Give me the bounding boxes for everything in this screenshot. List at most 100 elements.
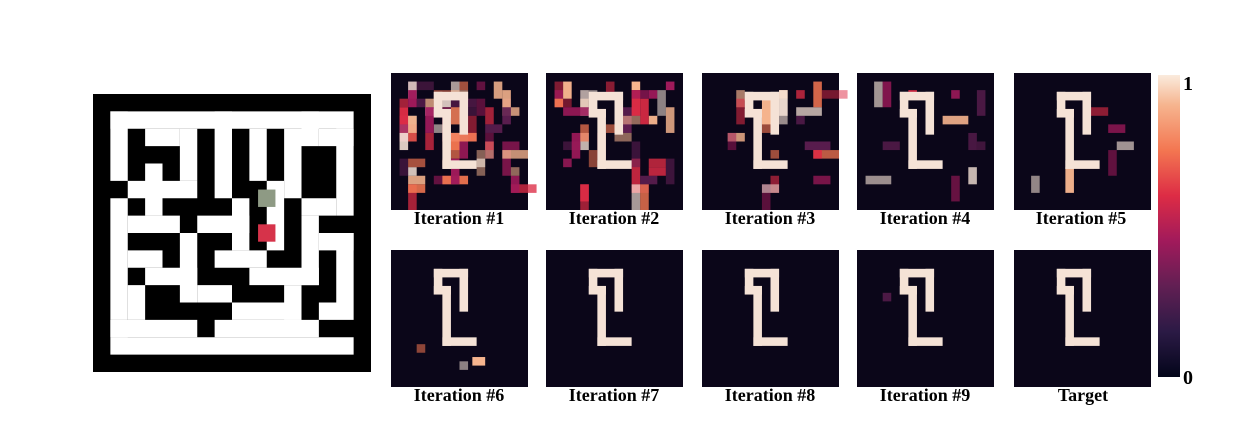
heatmap-activation	[865, 175, 892, 185]
heatmap-activation	[665, 107, 675, 133]
heatmap-activation	[1065, 167, 1074, 193]
maze-start-cell	[258, 189, 276, 207]
panel-label-iteration-8: Iteration #8	[725, 385, 815, 405]
heatmap-activation	[648, 90, 658, 99]
heatmap-activation	[631, 158, 641, 185]
heatmap-path-segment	[588, 268, 624, 278]
heatmap-activation	[408, 81, 434, 91]
heatmap-activation	[640, 184, 649, 210]
heatmap-activation	[631, 90, 649, 99]
heatmap-activation	[416, 98, 426, 108]
heatmap-activation	[485, 141, 494, 151]
heatmap-activation	[502, 90, 511, 108]
maze-open-corridor	[127, 250, 163, 268]
heatmap-activation	[640, 175, 658, 185]
heatmap-path-segment	[753, 337, 788, 346]
panel-label-iteration-6: Iteration #6	[414, 385, 504, 405]
heatmap-path-segment	[1082, 268, 1092, 312]
panel-label-iteration-4: Iteration #4	[880, 208, 970, 228]
heatmap-activation	[580, 184, 589, 202]
heatmap-path-segment	[908, 285, 917, 346]
heatmap-panel-3	[702, 73, 848, 210]
heatmap-activation	[502, 141, 520, 151]
heatmap-path-segment	[614, 268, 624, 312]
heatmap-activation	[736, 98, 745, 125]
heatmap-activation	[510, 184, 537, 193]
heatmap-activation	[813, 81, 822, 108]
heatmap-activation	[408, 184, 417, 210]
heatmap-activation	[605, 124, 615, 133]
heatmap-path-segment	[433, 268, 443, 295]
maze-open-corridor	[197, 285, 232, 303]
panel-label-iteration-2: Iteration #2	[569, 208, 659, 228]
heatmap-panel-2	[546, 73, 683, 210]
heatmap-panel-10	[1014, 250, 1151, 387]
heatmap-activation	[459, 141, 469, 159]
heatmap-path-segment	[588, 91, 598, 118]
heatmap-activation	[399, 98, 409, 108]
heatmap-activation	[804, 141, 831, 151]
heatmap-activation	[476, 158, 486, 168]
heatmap-activation	[563, 107, 589, 116]
heatmap-path-segment	[1065, 108, 1074, 169]
heatmap-path-segment	[899, 91, 935, 101]
heatmap-activation	[468, 115, 477, 142]
heatmap-activation	[640, 98, 649, 125]
heatmap-activation	[459, 81, 469, 91]
heatmap-activation	[631, 184, 641, 210]
heatmap-activation	[951, 90, 960, 99]
maze-open-corridor	[284, 128, 302, 199]
heatmap-path-segment	[433, 268, 469, 278]
heatmap-activation	[1108, 150, 1117, 176]
heatmap-activation	[563, 81, 572, 99]
heatmap-path-segment	[753, 160, 788, 169]
heatmap-activation	[408, 115, 417, 133]
heatmap-path-segment	[744, 268, 780, 278]
heatmap-path-segment	[1056, 268, 1092, 278]
heatmap-path-segment	[442, 160, 477, 169]
heatmap-path-segment	[925, 91, 935, 135]
heatmap-activation	[399, 115, 409, 142]
heatmap-path-segment	[459, 91, 469, 135]
heatmap-activation	[796, 115, 805, 125]
heatmap-activation	[951, 175, 960, 202]
heatmap-activation	[761, 184, 780, 193]
maze-open-corridor	[249, 267, 319, 286]
heatmap-path-segment	[925, 268, 935, 312]
heatmap-activation	[502, 150, 528, 159]
heatmap-path-segment	[899, 91, 909, 118]
heatmap-activation	[882, 292, 892, 302]
iteration-panels	[391, 73, 1151, 387]
heatmap-activation	[472, 357, 486, 366]
heatmap-activation	[408, 184, 426, 193]
heatmap-activation	[976, 141, 986, 151]
heatmap-activation	[571, 132, 581, 159]
heatmap-activation	[399, 107, 409, 125]
maze-open-corridor	[214, 319, 319, 338]
heatmap-activation	[648, 115, 658, 125]
panel-label-iteration-1: Iteration #1	[414, 208, 504, 228]
heatmap-activation	[614, 107, 641, 116]
maze-open-corridor	[110, 319, 128, 338]
heatmap-path-segment	[744, 91, 754, 118]
maze-open-corridor	[301, 111, 319, 147]
heatmap-activation	[821, 90, 848, 99]
heatmap-activation	[588, 150, 598, 168]
heatmap-activation	[416, 344, 426, 353]
heatmap-path-segment	[588, 91, 624, 101]
maze-open-corridor	[145, 163, 163, 216]
maze-open-corridor	[214, 250, 267, 268]
heatmap-activation	[493, 81, 503, 99]
maze-open-corridor	[249, 128, 267, 181]
maze-open-corridor	[336, 128, 354, 216]
heatmap-activation	[459, 361, 469, 370]
heatmap-activation	[408, 90, 417, 108]
heatmap-activation	[563, 158, 572, 168]
heatmap-activation	[631, 90, 641, 116]
heatmap-path-segment	[770, 268, 780, 312]
heatmap-path-segment	[442, 108, 451, 169]
heatmap-activation	[665, 158, 675, 185]
maze-open-corridor	[318, 302, 354, 320]
heatmap-activation	[425, 132, 434, 151]
